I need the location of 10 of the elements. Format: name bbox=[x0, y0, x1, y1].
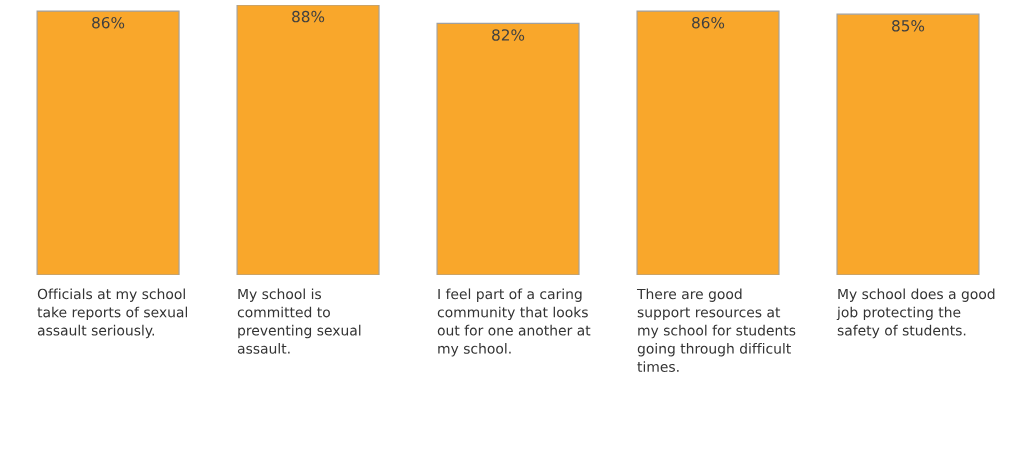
data-label: 86% bbox=[92, 16, 125, 29]
x-tick-label: My school is committed to preventing sexual assault. bbox=[237, 288, 361, 354]
x-tick-label: Officials at my school take reports of sexual assault seriously. bbox=[37, 288, 188, 339]
data-label: 85% bbox=[892, 19, 925, 32]
data-label: 82% bbox=[492, 29, 525, 41]
data-label: 88% bbox=[292, 10, 325, 23]
x-tick-label: My school does a good job protecting the safety of students. bbox=[836, 288, 995, 339]
x-tick-label: I feel part of a caring community that looks out for one another at my school. bbox=[437, 288, 591, 357]
data-label: 86% bbox=[692, 16, 725, 29]
x-tick-label: There are good support resources at my school for students going through difficult times. bbox=[636, 288, 796, 372]
